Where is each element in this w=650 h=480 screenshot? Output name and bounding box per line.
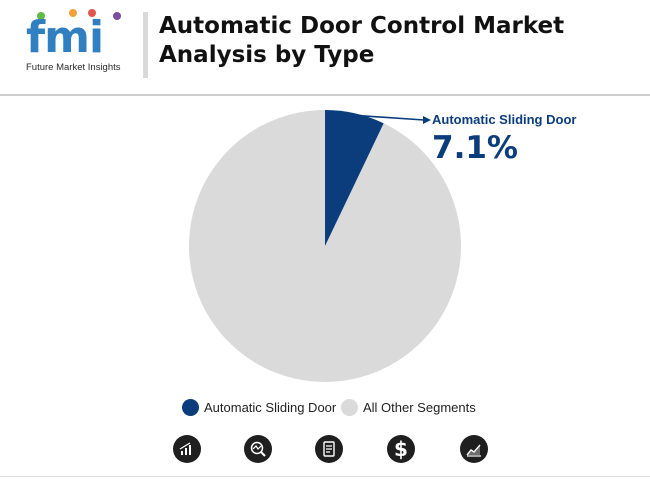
dollar-icon[interactable]: $: [387, 435, 415, 463]
annotation-arrowhead: [423, 116, 431, 124]
legend-swatch-sliding: [182, 398, 199, 416]
bar-chart-icon[interactable]: [173, 435, 201, 463]
header: fmi Future Market Insights Automatic Doo…: [0, 0, 650, 96]
area-chart-icon[interactable]: [460, 435, 488, 463]
title-accent-bar: [143, 12, 148, 78]
logo-dot-purple: [113, 12, 121, 20]
logo-dot-orange: [69, 9, 77, 17]
logo-dot-green: [37, 12, 45, 20]
magnifier-chart-icon[interactable]: [244, 435, 272, 463]
logo-mark: fmi: [26, 12, 104, 63]
header-divider: [0, 94, 650, 96]
report-icon[interactable]: [315, 435, 343, 463]
footer-divider: [0, 476, 650, 477]
legend-label-sliding: Automatic Sliding Door: [204, 399, 337, 415]
legend-swatch-other: [341, 398, 358, 416]
logo-company-name: Future Market Insights: [26, 62, 121, 73]
annotation-leader-line: [354, 114, 425, 121]
legend-item-sliding: Automatic Sliding Door: [182, 396, 336, 418]
annotation-label: Automatic Sliding Door: [432, 112, 576, 127]
footer-icon-row: $: [0, 435, 650, 471]
annotation-value: 7.1%: [432, 130, 518, 166]
chart-legend: Automatic Sliding Door All Other Segment…: [0, 396, 650, 418]
pie-chart: Automatic Sliding Door 7.1%: [188, 110, 576, 382]
legend-item-other: All Other Segments: [341, 396, 476, 418]
pie-slice-sliding: [325, 110, 384, 246]
legend-label-other: All Other Segments: [363, 399, 476, 415]
logo-dot-red: [88, 9, 96, 17]
fmi-logo: fmi Future Market Insights: [26, 9, 130, 78]
page-title: Automatic Door Control Market Analysis b…: [159, 13, 565, 68]
